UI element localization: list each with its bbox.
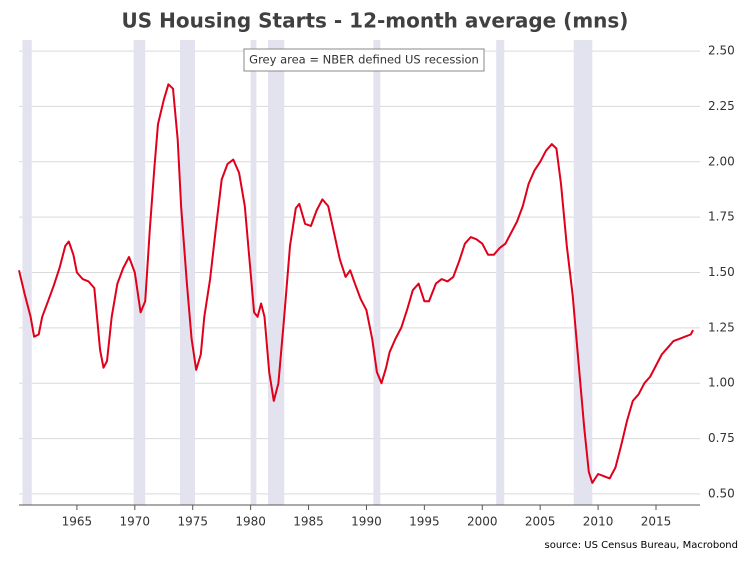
x-tick-label: 1970 xyxy=(120,515,151,529)
chart-title: US Housing Starts - 12-month average (mn… xyxy=(122,9,629,33)
recession-band xyxy=(22,40,32,505)
series-line xyxy=(18,83,694,484)
annotation-box xyxy=(243,48,485,72)
recession-band xyxy=(373,40,381,505)
x-tick-label: 1995 xyxy=(409,515,440,529)
x-tick-label: 1990 xyxy=(351,515,382,529)
x-tick-label: 2005 xyxy=(525,515,556,529)
x-tick-label: 2000 xyxy=(467,515,498,529)
y-tick-label: 1.75 xyxy=(708,210,735,224)
plot: 0.50 0.75 1.00 1.25 1.50 1.75 2.00 2.25 2.50 1965… xyxy=(18,40,735,529)
y-tick-label: 0.50 xyxy=(708,486,735,500)
recession-band xyxy=(179,40,196,505)
y-tick-label: 2.00 xyxy=(708,154,735,168)
recession-band xyxy=(496,40,505,505)
annotation: Grey area = NBER defined US recession xyxy=(249,53,479,67)
x-tick-label: 1965 xyxy=(62,515,93,529)
y-tick-label: 2.50 xyxy=(708,44,735,58)
x-tick-label: 2015 xyxy=(641,515,672,529)
x-tick-label: 1980 xyxy=(235,515,266,529)
x-tick-label: 1975 xyxy=(177,515,208,529)
recession-band xyxy=(133,40,146,505)
y-tick-label: 2.25 xyxy=(708,99,735,113)
x-tick-label: 1985 xyxy=(293,515,324,529)
y-tick-label: 1.25 xyxy=(708,320,735,334)
recession-band xyxy=(268,40,285,505)
recession-band xyxy=(250,40,257,505)
x-tick-label: 2010 xyxy=(583,515,614,529)
y-tick-label: 1.50 xyxy=(708,265,735,279)
y-tick-label: 1.00 xyxy=(708,376,735,390)
recession-band xyxy=(573,40,593,505)
source: source: US Census Bureau, Macrobond xyxy=(545,540,739,551)
y-tick-label: 0.75 xyxy=(708,431,735,445)
